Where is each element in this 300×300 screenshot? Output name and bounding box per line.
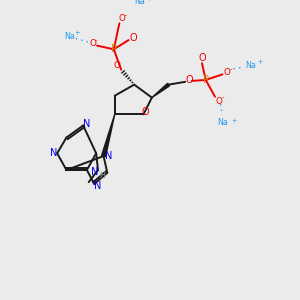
Text: -: -: [230, 66, 232, 72]
Text: +: +: [146, 0, 152, 2]
Text: -: -: [95, 37, 97, 43]
Text: +: +: [257, 59, 262, 65]
Text: -: -: [221, 94, 224, 100]
Polygon shape: [152, 83, 170, 98]
Text: N: N: [83, 118, 91, 129]
Text: O: O: [198, 53, 206, 63]
Text: H: H: [100, 171, 106, 180]
Text: P: P: [111, 44, 117, 54]
Text: N: N: [104, 151, 112, 161]
Text: Na: Na: [245, 61, 256, 70]
Text: Na: Na: [134, 0, 145, 6]
Text: N: N: [94, 181, 102, 191]
Text: O: O: [224, 68, 230, 77]
Text: O: O: [142, 106, 149, 116]
Text: N: N: [50, 148, 57, 158]
Text: +: +: [74, 30, 80, 36]
Text: N: N: [91, 167, 98, 177]
Text: P: P: [203, 75, 209, 85]
Text: O: O: [185, 75, 193, 85]
Text: O: O: [215, 97, 222, 106]
Text: O: O: [119, 14, 126, 23]
Text: O: O: [89, 39, 96, 48]
Text: Na: Na: [217, 118, 228, 127]
Text: O: O: [130, 33, 137, 43]
Text: O: O: [113, 61, 120, 70]
Text: Na: Na: [64, 32, 75, 41]
Polygon shape: [102, 114, 115, 157]
Text: +: +: [231, 118, 236, 124]
Text: -: -: [125, 12, 127, 18]
